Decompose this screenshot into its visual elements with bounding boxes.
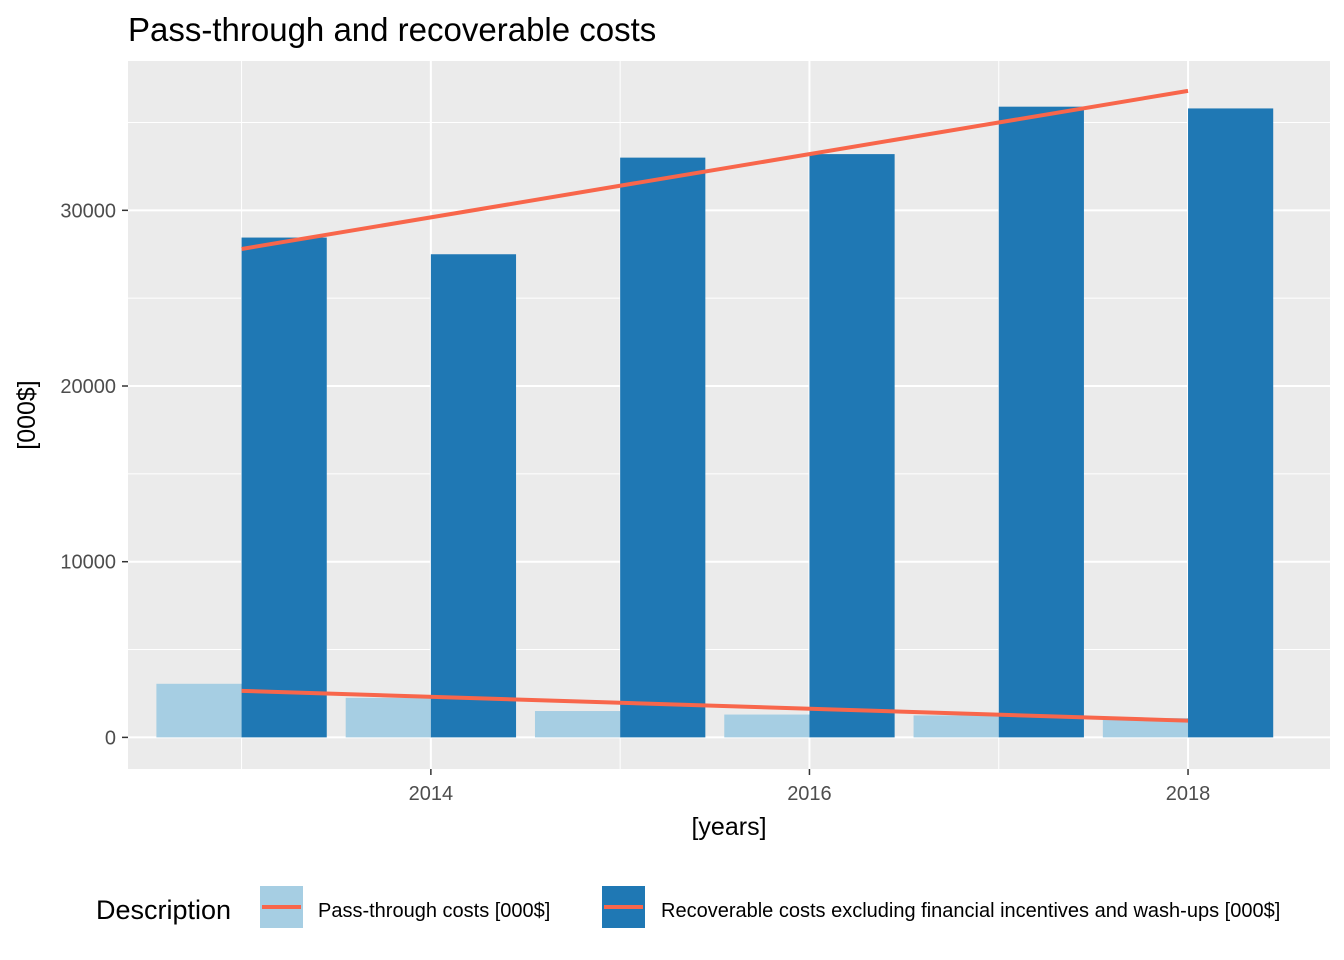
y-tick-labels: 0 10000 20000 30000 — [60, 200, 116, 749]
x-tick-label-2014: 2014 — [409, 783, 454, 805]
legend-item-recoverable: Recoverable costs excluding financial in… — [602, 886, 1280, 928]
x-tick-labels: 2014 2016 2018 — [409, 783, 1211, 805]
bar-recoverable-2013 — [241, 237, 327, 738]
y-tick-label-10000: 10000 — [60, 552, 116, 574]
bar-pass-through-2018 — [1102, 718, 1189, 738]
legend-item-pass-through: Pass-through costs [000$] — [260, 886, 550, 928]
y-tick-label-30000: 30000 — [60, 200, 116, 222]
bar-recoverable-2018 — [1188, 108, 1274, 738]
y-tick-label-0: 0 — [105, 727, 116, 749]
bar-recoverable-2014 — [430, 254, 517, 738]
y-tick-label-20000: 20000 — [60, 376, 116, 398]
x-tick-label-2018: 2018 — [1166, 783, 1211, 805]
bar-recoverable-2017 — [998, 106, 1084, 738]
bar-pass-through-2013 — [156, 683, 242, 738]
x-tick-label-2016: 2016 — [787, 783, 832, 805]
bar-recoverable-2015 — [620, 157, 706, 738]
trend-lines — [241, 88, 1189, 723]
bar-pass-through-2016 — [724, 714, 810, 738]
legend-title: Description — [96, 895, 231, 925]
legend-label-recoverable: Recoverable costs excluding financial in… — [661, 900, 1280, 922]
legend-label-pass-through: Pass-through costs [000$] — [318, 900, 550, 922]
chart-title: Pass-through and recoverable costs — [128, 11, 656, 48]
legend: Description Pass-through costs [000$] Re… — [96, 886, 1280, 928]
x-axis-title: [years] — [691, 813, 766, 841]
bar-pass-through-2014 — [345, 697, 431, 738]
y-axis-title: [000$] — [13, 380, 41, 450]
bar-recoverable-2016 — [809, 154, 895, 738]
plot-panel — [128, 61, 1330, 769]
bar-pass-through-2017 — [913, 715, 999, 738]
trend-line-pass-through — [241, 688, 1189, 723]
trend-line-recoverable — [241, 88, 1189, 251]
axis-ticks — [122, 209, 1189, 775]
bars — [156, 106, 1274, 738]
bar-pass-through-2015 — [534, 711, 621, 738]
